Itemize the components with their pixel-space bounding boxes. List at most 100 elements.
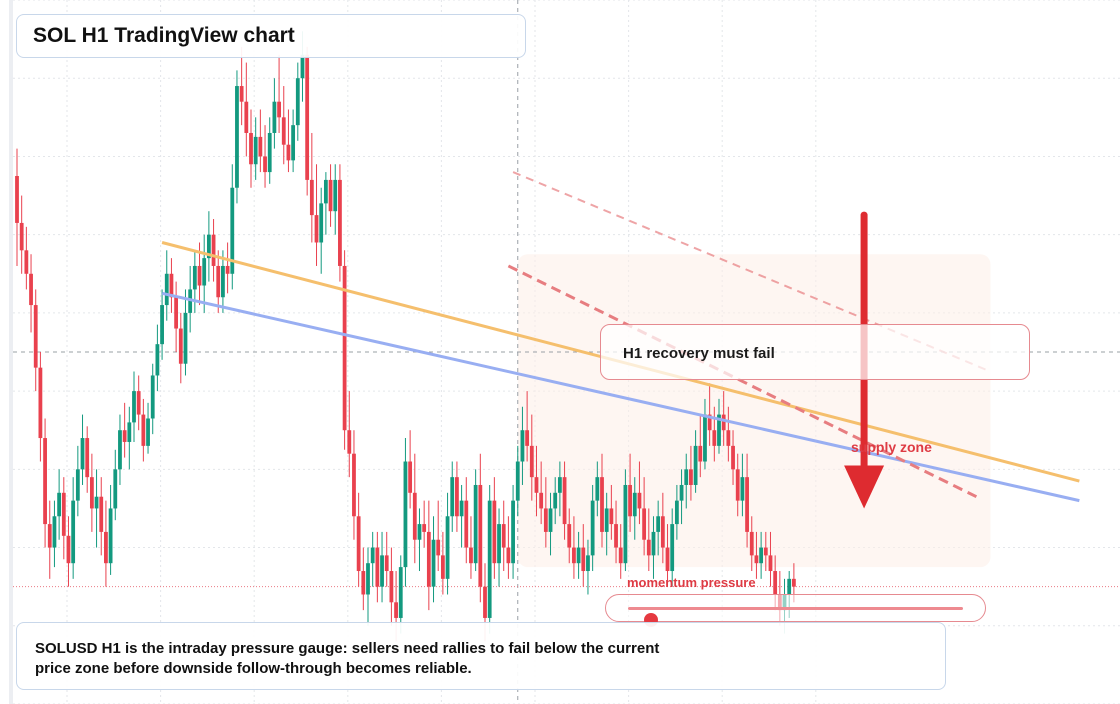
candle-body bbox=[361, 571, 366, 595]
candle-body bbox=[183, 312, 188, 364]
trendline-red-dash-1 bbox=[512, 171, 991, 373]
candle bbox=[235, 70, 239, 204]
candle bbox=[155, 324, 160, 392]
supply-zone-label: supply zone bbox=[851, 439, 932, 455]
candle bbox=[380, 531, 384, 603]
candle-body bbox=[33, 305, 38, 368]
candle-body bbox=[632, 492, 637, 517]
candle-body bbox=[483, 586, 487, 618]
candle bbox=[539, 461, 544, 525]
candle-body bbox=[684, 469, 689, 485]
candle-body bbox=[122, 430, 127, 442]
candle-body bbox=[506, 547, 511, 564]
candle bbox=[740, 453, 745, 517]
candle-body bbox=[118, 430, 122, 470]
candle-body bbox=[497, 524, 501, 564]
candle-body bbox=[553, 492, 558, 509]
candle bbox=[352, 430, 356, 540]
candle-body bbox=[375, 547, 380, 587]
candle bbox=[333, 164, 338, 235]
candle bbox=[178, 312, 183, 384]
candle-body bbox=[712, 430, 717, 446]
candle bbox=[244, 62, 249, 157]
candle bbox=[731, 430, 735, 485]
candle-body bbox=[450, 477, 455, 517]
candle-body bbox=[609, 508, 614, 525]
candle bbox=[674, 484, 679, 540]
candle-body bbox=[389, 571, 394, 603]
candle bbox=[595, 461, 600, 517]
summary-line-2: price zone before downside follow-throug… bbox=[35, 660, 472, 677]
candle-body bbox=[557, 477, 562, 493]
candle bbox=[581, 524, 586, 587]
candle-body bbox=[735, 469, 740, 501]
candle-body bbox=[539, 492, 544, 509]
candle bbox=[122, 402, 127, 458]
candle bbox=[384, 531, 389, 587]
candle bbox=[590, 484, 595, 572]
candle bbox=[726, 406, 731, 462]
candle bbox=[403, 438, 408, 587]
candle-body bbox=[572, 547, 576, 564]
candle-body bbox=[272, 101, 277, 133]
candle bbox=[192, 250, 197, 313]
trendline-blue bbox=[161, 291, 1080, 503]
candle-body bbox=[529, 445, 534, 478]
candle-body bbox=[366, 563, 370, 595]
candle-body bbox=[674, 500, 679, 525]
candle-body bbox=[459, 500, 464, 517]
candle bbox=[534, 445, 539, 517]
candle-body bbox=[717, 414, 721, 446]
candle bbox=[431, 516, 436, 603]
candle bbox=[768, 531, 773, 587]
candle bbox=[478, 453, 483, 603]
candle-body bbox=[637, 492, 642, 509]
left-edge-strip bbox=[9, 0, 13, 704]
candle-body bbox=[38, 367, 43, 439]
candle bbox=[174, 281, 179, 352]
candle-body bbox=[656, 516, 661, 532]
candle bbox=[277, 54, 281, 133]
candle bbox=[469, 516, 473, 579]
candle bbox=[89, 453, 94, 532]
candle-body bbox=[431, 539, 436, 587]
candle bbox=[15, 148, 19, 266]
candle-body bbox=[249, 132, 253, 165]
candle bbox=[150, 363, 155, 435]
candle bbox=[515, 445, 520, 517]
candle bbox=[295, 62, 300, 141]
candle-body bbox=[534, 477, 539, 493]
candle bbox=[628, 453, 632, 532]
candle bbox=[43, 418, 47, 548]
candle bbox=[440, 531, 445, 595]
candle-body bbox=[132, 391, 136, 423]
candle bbox=[670, 508, 675, 587]
candle bbox=[169, 258, 174, 313]
candle bbox=[646, 508, 651, 572]
candle bbox=[473, 469, 478, 572]
candle bbox=[342, 250, 347, 450]
candle-body bbox=[150, 375, 155, 419]
candle-body bbox=[113, 469, 118, 509]
candle-body bbox=[525, 430, 530, 446]
candle bbox=[642, 477, 647, 556]
candle bbox=[572, 516, 576, 579]
candle bbox=[104, 500, 108, 587]
candle-body bbox=[670, 524, 675, 572]
candle bbox=[557, 461, 562, 517]
candle bbox=[436, 500, 441, 572]
candle-body bbox=[61, 492, 66, 536]
candle-body bbox=[478, 484, 483, 587]
candle bbox=[703, 398, 707, 470]
candle bbox=[665, 524, 670, 587]
candle-body bbox=[628, 484, 632, 517]
candle bbox=[202, 234, 207, 313]
candle bbox=[506, 516, 511, 579]
candle bbox=[221, 250, 225, 313]
candle-body bbox=[235, 86, 239, 188]
candle-body bbox=[703, 414, 707, 462]
candle-body bbox=[230, 187, 235, 274]
candle-body bbox=[595, 477, 600, 501]
candle bbox=[99, 477, 104, 556]
candle-body bbox=[590, 500, 595, 556]
